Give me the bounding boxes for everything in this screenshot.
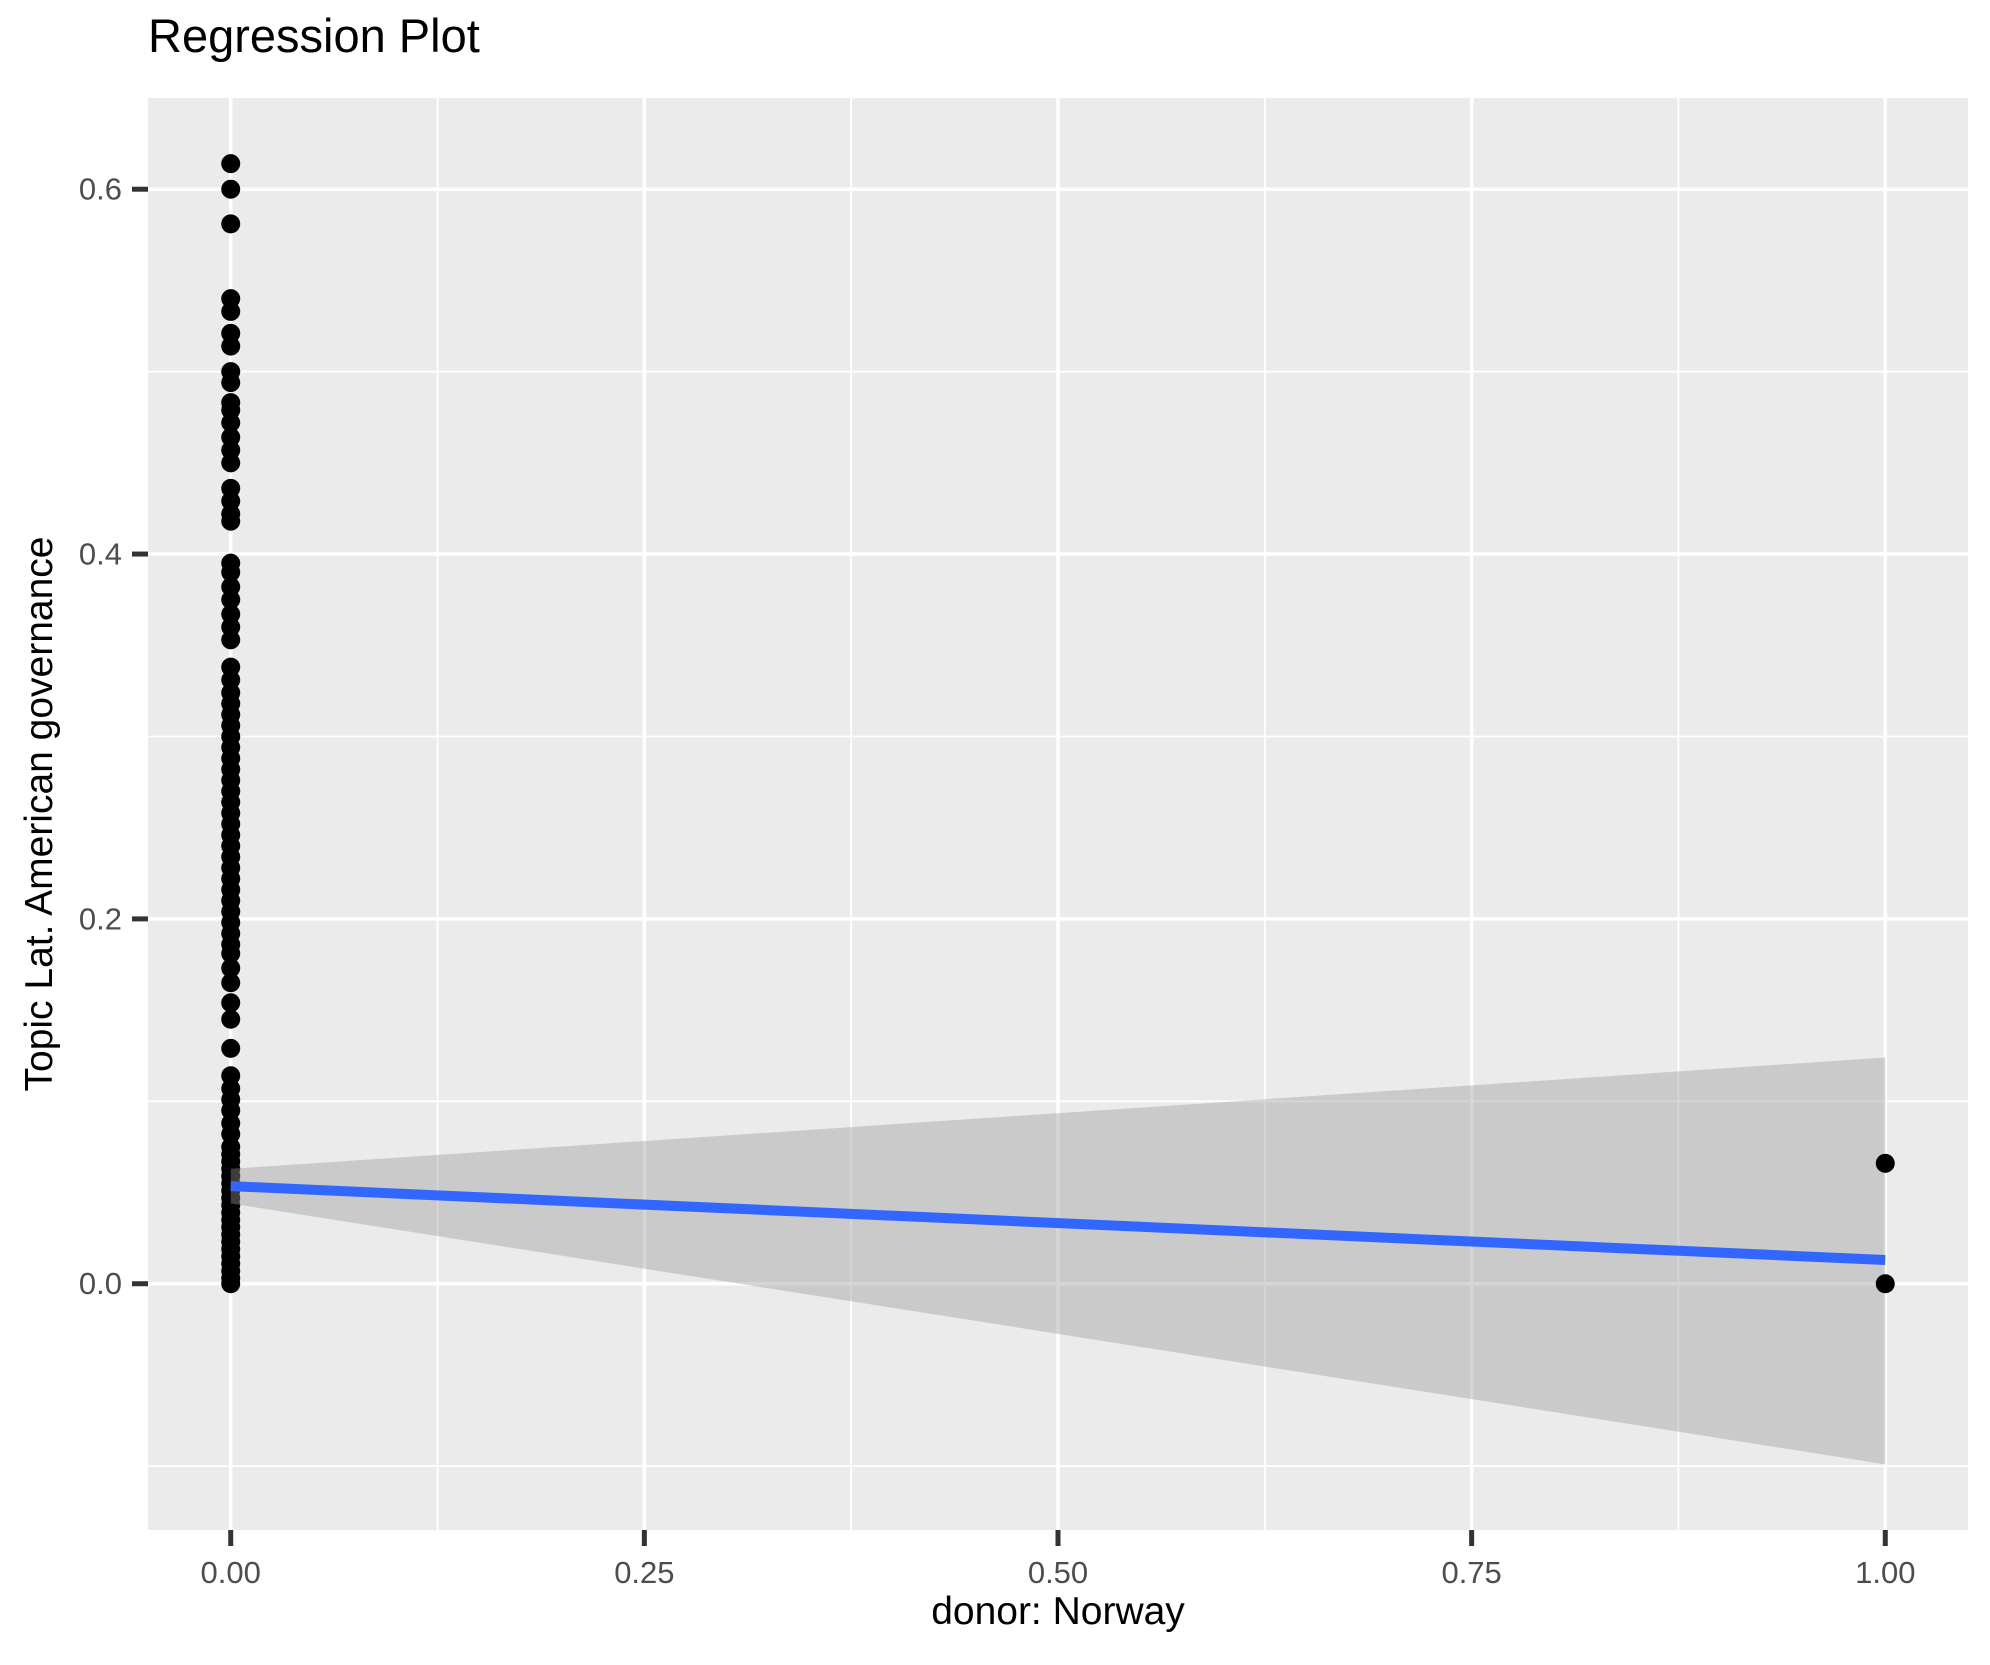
plot-title: Regression Plot	[148, 9, 480, 62]
data-point	[221, 958, 241, 978]
regression-line	[230, 1181, 1886, 1266]
x-tick-label: 0.25	[614, 1555, 674, 1590]
data-point	[221, 179, 241, 199]
x-tick-label: 0.50	[1028, 1555, 1088, 1590]
data-point	[221, 413, 241, 433]
data-point	[221, 993, 241, 1013]
x-tick-label: 0.00	[201, 1555, 261, 1590]
data-point	[1875, 1274, 1895, 1294]
data-point	[221, 214, 241, 234]
data-point	[221, 511, 241, 531]
x-axis-title: donor: Norway	[931, 1590, 1185, 1633]
data-point	[221, 453, 241, 473]
x-tick-label: 0.75	[1441, 1555, 1501, 1590]
data-point	[221, 336, 241, 356]
data-point	[221, 944, 241, 964]
data-point	[221, 1274, 241, 1294]
data-point	[221, 154, 241, 174]
data-point	[1875, 1153, 1895, 1173]
data-point	[221, 1009, 241, 1029]
x-tick-label: 1.00	[1855, 1555, 1915, 1590]
data-point	[221, 973, 241, 993]
data-point	[221, 1038, 241, 1058]
data-point	[221, 301, 241, 321]
data-point	[221, 562, 241, 582]
confidence-band	[230, 1057, 1886, 1465]
data-point	[221, 590, 241, 610]
y-tick-label: 0.0	[79, 1266, 122, 1301]
y-tick-label: 0.4	[79, 537, 122, 572]
data-point	[221, 373, 241, 393]
y-tick-label: 0.2	[79, 901, 122, 936]
y-axis-title: Topic Lat. American governance	[18, 536, 61, 1092]
y-tick-label: 0.6	[79, 172, 122, 207]
data-point	[221, 630, 241, 650]
